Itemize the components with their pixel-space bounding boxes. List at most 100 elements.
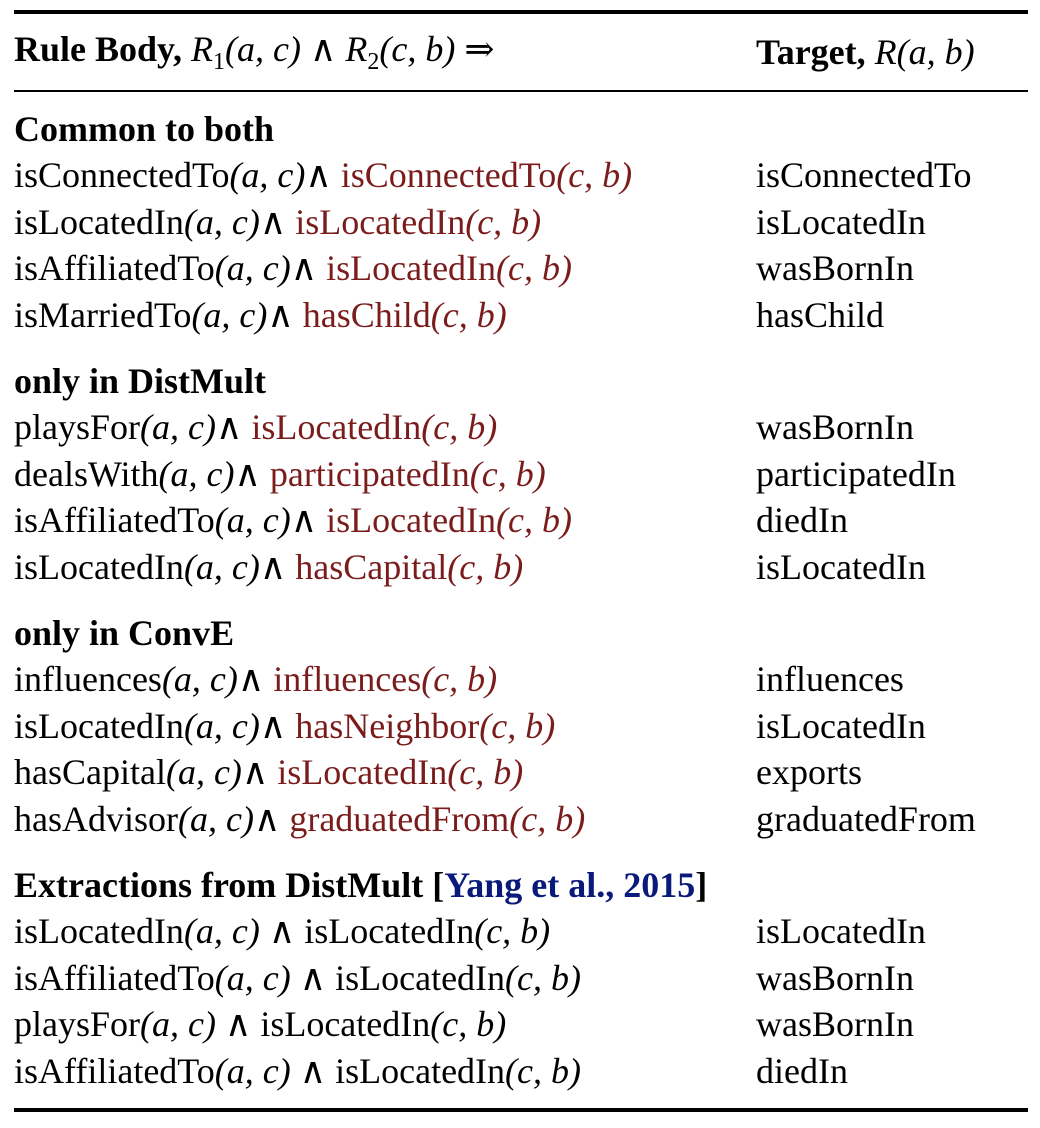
predicate-2: isLocatedIn [326, 248, 497, 288]
args-cb: (c, b) [469, 453, 546, 494]
and-symbol: ∧ [237, 659, 265, 699]
args-ac: (a, c) [140, 1004, 216, 1044]
target-predicate: wasBornIn [756, 957, 914, 998]
target-predicate: isLocatedIn [756, 201, 926, 242]
args-cb: (c, b) [465, 201, 542, 242]
predicate-2-group: isLocatedIn(c, b) [295, 202, 541, 242]
table-section: Extractions from DistMult [Yang et al., … [14, 862, 1028, 1094]
table-row: isMarriedTo(a, c)∧ hasChild(c, b) hasChil… [14, 292, 1028, 339]
citation-link[interactable]: Yang et al., 2015 [444, 865, 696, 905]
args-cb: (c, b) [505, 957, 582, 998]
target-predicate: participatedIn [756, 453, 956, 494]
target-cell: isLocatedIn [756, 703, 1028, 750]
args-cb: (c, b) [505, 1050, 582, 1091]
header-rule-body-formula: R1(a, c) ∧ R2(c, b) ⇒ [191, 28, 495, 76]
target-cell: isConnectedTo [756, 152, 1028, 199]
table-row: influences(a, c)∧ influences(c, b) influe… [14, 656, 1028, 703]
args-cb: (c, b) [430, 1004, 507, 1044]
section-title-text: only in DistMult [14, 361, 267, 401]
target-cell: wasBornIn [756, 245, 1028, 292]
predicate-1: isLocatedIn [14, 705, 184, 746]
predicate-2-group: hasNeighbor(c, b) [295, 706, 555, 746]
predicate-1: playsFor [14, 407, 140, 447]
predicate-2: isLocatedIn [277, 752, 448, 792]
predicate-1: isLocatedIn [14, 546, 184, 587]
table-row: isAffiliatedTo(a, c) ∧ isLocatedIn(c, b)… [14, 955, 1028, 1002]
predicate-2-group: isLocatedIn(c, b) [335, 1051, 581, 1091]
args-cb: (c, b) [479, 705, 556, 746]
target-cell: isLocatedIn [756, 199, 1028, 246]
args-ac: (a, c) [161, 659, 238, 699]
target-cell: wasBornIn [756, 1001, 1028, 1048]
args-cb: (c, b) [421, 659, 498, 699]
rule-body-cell: influences(a, c)∧ influences(c, b) [14, 656, 756, 703]
and-symbol: ∧ [290, 500, 318, 540]
predicate-2-group: influences(c, b) [273, 659, 497, 699]
args-cb: (c, b) [447, 752, 524, 792]
header-target: Target, R(a, b) [756, 31, 1028, 73]
predicate-2-group: hasChild(c, b) [303, 295, 507, 335]
rule-body-cell: playsFor(a, c)∧ isLocatedIn(c, b) [14, 404, 756, 451]
args-ac: (a, c) [214, 248, 291, 288]
predicate-2: isLocatedIn [326, 500, 497, 540]
predicate-2: participatedIn [269, 453, 470, 494]
table-row: isAffiliatedTo(a, c) ∧ isLocatedIn(c, b)… [14, 1048, 1028, 1095]
table-section: only in ConvE influences(a, c)∧ influence… [14, 610, 1028, 842]
predicate-1: isConnectedTo [14, 155, 230, 195]
section-title: only in ConvE [14, 610, 1028, 656]
table-section: only in DistMult playsFor(a, c)∧ isLocate… [14, 358, 1028, 590]
and-symbol: ∧ [259, 705, 287, 746]
args-ac: (a, c) [183, 705, 260, 746]
args-ac: (a, c) [214, 500, 291, 540]
target-cell: isLocatedIn [756, 544, 1028, 591]
and-symbol: ∧ [259, 201, 287, 242]
and-symbol: ∧ [259, 546, 287, 587]
and-symbol: ∧ [268, 911, 296, 951]
rule-body-cell: hasCapital(a, c)∧ isLocatedIn(c, b) [14, 749, 756, 796]
and-symbol: ∧ [224, 1004, 252, 1044]
rule-body-cell: isAffiliatedTo(a, c) ∧ isLocatedIn(c, b) [14, 955, 756, 1002]
table-row: isLocatedIn(a, c)∧ hasNeighbor(c, b) isLo… [14, 703, 1028, 750]
predicate-2-group: isLocatedIn(c, b) [277, 752, 523, 792]
rule-body-cell: playsFor(a, c) ∧ isLocatedIn(c, b) [14, 1001, 756, 1048]
target-predicate: isLocatedIn [756, 705, 926, 746]
target-predicate: graduatedFrom [756, 798, 976, 839]
predicate-2: hasCapital [295, 546, 448, 587]
predicate-2: graduatedFrom [289, 798, 510, 839]
args-ac: (a, c) [140, 407, 216, 447]
table-row: isAffiliatedTo(a, c)∧ isLocatedIn(c, b) d… [14, 497, 1028, 544]
target-cell: influences [756, 656, 1028, 703]
target-cell: isLocatedIn [756, 908, 1028, 955]
predicate-2-group: isLocatedIn(c, b) [304, 911, 550, 951]
predicate-1: isAffiliatedTo [14, 500, 215, 540]
top-rule [14, 10, 1028, 14]
and-symbol: ∧ [267, 294, 294, 335]
args-ac: (a, c) [158, 453, 235, 494]
target-predicate: hasChild [756, 294, 885, 335]
and-symbol: ∧ [299, 957, 327, 998]
args-ac: (a, c) [183, 911, 260, 951]
args-ac: (a, c) [214, 1050, 291, 1091]
target-predicate: exports [756, 752, 862, 792]
predicate-1: isMarriedTo [14, 294, 192, 335]
predicate-1: playsFor [14, 1004, 140, 1044]
args-ac: (a, c) [178, 798, 254, 839]
args-cb: (c, b) [496, 248, 573, 288]
section-title-text: only in ConvE [14, 613, 235, 653]
section-title: only in DistMult [14, 358, 1028, 404]
table-row: isLocatedIn(a, c)∧ hasCapital(c, b) isLoc… [14, 544, 1028, 591]
target-cell: wasBornIn [756, 955, 1028, 1002]
and-symbol: ∧ [305, 155, 332, 195]
args-cb: (c, b) [556, 155, 633, 195]
target-cell: wasBornIn [756, 404, 1028, 451]
table-row: isLocatedIn(a, c) ∧ isLocatedIn(c, b) isL… [14, 908, 1028, 955]
rule-body-cell: isLocatedIn(a, c)∧ hasNeighbor(c, b) [14, 703, 756, 750]
predicate-1: isAffiliatedTo [14, 248, 215, 288]
section-title-text: Common to both [14, 109, 275, 149]
predicate-2-group: graduatedFrom(c, b) [289, 799, 585, 839]
and-symbol: ∧ [290, 248, 318, 288]
table-row: hasAdvisor(a, c)∧ graduatedFrom(c, b) gra… [14, 796, 1028, 843]
target-predicate: influences [756, 659, 904, 699]
section-title-text: Extractions from DistMult [14, 865, 424, 905]
target-cell: diedIn [756, 1048, 1028, 1095]
